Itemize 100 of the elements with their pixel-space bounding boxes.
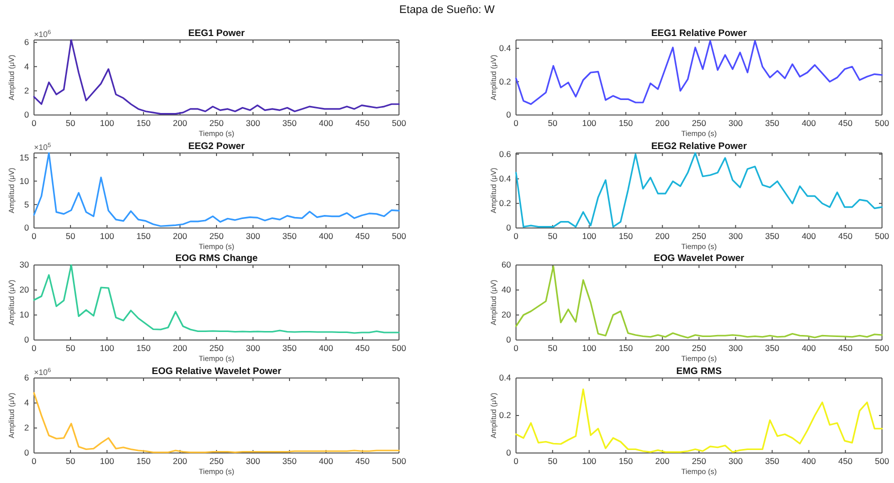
x-tick-label: 400	[802, 118, 816, 128]
text: ×10$^{5}$	[34, 142, 52, 152]
y-tick-label: 20	[502, 310, 512, 320]
x-tick-label: 400	[802, 456, 816, 466]
line-series	[515, 152, 883, 228]
y-tick-label: 10	[20, 310, 30, 320]
x-tick-label: 350	[282, 118, 297, 128]
y-tick-label: 0	[506, 334, 512, 345]
x-tick-label: 200	[655, 343, 670, 354]
y-tick-label: 10	[20, 176, 30, 186]
x-tick-label: 0	[514, 118, 519, 128]
x-tick-label: 200	[172, 118, 188, 128]
x-tick-label: 150	[136, 456, 151, 466]
x-tick-label: 450	[355, 231, 370, 242]
y-tick-label: 4	[24, 61, 30, 72]
x-tick-label: 300	[728, 231, 743, 242]
x-tick-label: 150	[618, 456, 634, 466]
x-tick-label: 50	[66, 456, 76, 466]
y-tick-label: 0	[24, 448, 30, 458]
x-tick-label: 150	[136, 343, 151, 354]
y-tick-label: 6	[24, 37, 30, 48]
y-tick-label: 2	[24, 86, 30, 96]
x-tick-label: 200	[172, 343, 188, 354]
x-tick-label: 350	[282, 231, 297, 242]
x-tick-label: 150	[618, 231, 634, 242]
chart-title: EEG1 Power	[188, 28, 246, 39]
y-tick-label: 0	[24, 334, 30, 345]
y-tick-label: 15	[20, 152, 30, 162]
x-tick-label: 400	[318, 456, 334, 466]
x-tick-label: 50	[66, 231, 76, 242]
x-tick-label: 0	[514, 343, 519, 354]
y-tick-label: 60	[502, 260, 512, 270]
x-tick-label: 0	[514, 231, 519, 242]
x-tick-label: 400	[802, 343, 816, 354]
y-tick-label: 20	[20, 284, 30, 295]
text: Etapa de Sueño: W	[399, 4, 496, 16]
x-tick-label: 100	[582, 456, 597, 466]
line-series	[33, 152, 400, 227]
x-tick-label: 400	[802, 231, 816, 242]
x-tick-label: 50	[66, 118, 76, 128]
x-tick-label: 100	[100, 343, 114, 354]
x-tick-label: 50	[548, 118, 558, 128]
x-tick-label: 0	[32, 456, 37, 466]
y-tick-label: 5	[24, 199, 30, 210]
y-tick-label: 0	[506, 448, 512, 458]
y-tick-label: 0.2	[499, 198, 512, 208]
x-tick-label: 350	[765, 456, 780, 466]
x-tick-label: 450	[838, 456, 853, 466]
x-tick-label: 0	[32, 118, 37, 128]
x-tick-label: 250	[209, 343, 224, 354]
x-tick-label: 300	[728, 343, 743, 354]
y-tick-label: 0.2	[499, 410, 512, 420]
x-tick-label: 500	[874, 118, 890, 128]
line-series	[515, 265, 883, 339]
x-tick-label: 150	[618, 343, 634, 354]
y-tick-label: 0.4	[499, 43, 512, 54]
x-tick-label: 250	[692, 231, 706, 242]
x-tick-label: 150	[618, 118, 634, 128]
text: ×10$^{6}$	[34, 29, 52, 39]
x-tick-label: 200	[172, 456, 188, 466]
x-tick-label: 350	[765, 231, 780, 242]
x-tick-label: 200	[655, 231, 670, 242]
x-tick-label: 500	[392, 343, 406, 354]
x-tick-label: 100	[582, 343, 597, 354]
x-tick-label: 100	[100, 231, 114, 242]
x-tick-label: 450	[355, 343, 370, 354]
x-tick-label: 250	[209, 118, 224, 128]
chart-title: EEG2 Relative Power	[651, 141, 748, 152]
x-tick-label: 300	[728, 118, 743, 128]
x-tick-label: 150	[136, 231, 151, 242]
chart-title: EEG1 Relative Power	[651, 28, 748, 39]
x-tick-label: 100	[100, 456, 114, 466]
x-tick-label: 250	[692, 118, 706, 128]
y-tick-label: 2	[24, 422, 30, 433]
x-tick-label: 0	[32, 231, 37, 242]
x-tick-label: 300	[246, 231, 260, 242]
x-tick-label: 300	[728, 456, 743, 466]
x-tick-label: 500	[392, 118, 406, 128]
x-tick-label: 450	[838, 343, 853, 354]
x-tick-label: 50	[548, 343, 558, 354]
chart-title: EMG RMS	[676, 366, 722, 377]
y-tick-label: 30	[20, 260, 30, 270]
x-tick-label: 400	[318, 118, 334, 128]
x-tick-label: 450	[355, 456, 370, 466]
x-tick-label: 500	[392, 456, 406, 466]
chart-title: EOG Relative Wavelet Power	[152, 366, 282, 377]
x-tick-label: 350	[282, 456, 297, 466]
x-tick-label: 200	[655, 456, 670, 466]
x-tick-label: 200	[655, 118, 670, 128]
chart-title: EOG Wavelet Power	[654, 253, 745, 264]
x-tick-label: 500	[874, 343, 890, 354]
x-tick-label: 0	[32, 343, 37, 354]
x-tick-label: 400	[318, 231, 334, 242]
y-tick-label: 0	[24, 110, 30, 120]
y-tick-label: 6	[24, 372, 30, 383]
y-tick-label: 0.4	[499, 174, 512, 184]
y-tick-label: 0	[506, 222, 512, 233]
x-tick-label: 450	[838, 231, 853, 242]
y-tick-label: 0.4	[499, 372, 512, 383]
x-tick-label: 300	[246, 343, 260, 354]
